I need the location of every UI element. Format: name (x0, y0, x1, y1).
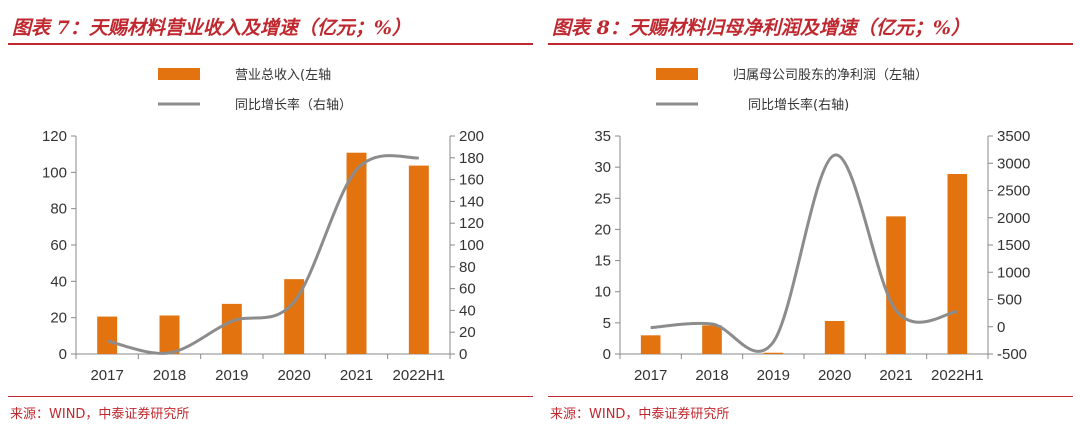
y-left-tick-label: 5 (603, 315, 611, 332)
bar-2019 (221, 303, 242, 354)
y-right-tick-label: 0 (997, 319, 1005, 336)
y-right-tick-label: 0 (459, 346, 467, 363)
x-tick-label: 2018 (695, 367, 728, 384)
x-tick-label: 2017 (90, 367, 123, 384)
x-tick-label: 2019 (215, 367, 248, 384)
y-right-tick-label: 500 (997, 292, 1022, 309)
y-left-tick-label: 25 (594, 190, 611, 207)
y-right-tick-label: 3500 (997, 128, 1030, 145)
y-right-tick-label: 120 (459, 215, 484, 232)
y-left-tick-label: 35 (594, 128, 611, 145)
y-left-tick-label: 15 (594, 253, 611, 270)
source-note: 来源：WIND，中泰证券研究所 (550, 407, 730, 422)
bar-2021 (886, 216, 906, 354)
y-left-tick-label: 0 (59, 346, 67, 363)
growth-rate-line (106, 154, 420, 355)
y-right-tick-label: 180 (459, 150, 484, 167)
y-left-tick-label: 0 (603, 346, 611, 363)
y-left-tick-label: 60 (50, 237, 67, 254)
y-right-tick-label: 200 (459, 128, 484, 145)
bar-2017 (97, 316, 118, 354)
y-right-tick-label: 20 (459, 324, 476, 341)
y-left-tick-label: 20 (594, 221, 611, 238)
bar-2018 (159, 315, 180, 354)
legend-label: 归属母公司股东的净利润（左轴） (733, 67, 928, 83)
y-right-tick-label: 1500 (997, 237, 1030, 254)
y-right-tick-label: 1000 (997, 264, 1030, 281)
growth-rate-line (650, 153, 958, 353)
x-tick-label: 2019 (757, 367, 790, 384)
y-left-tick-label: 20 (50, 310, 67, 327)
net-profit-chart: 归属母公司股东的净利润（左轴） 同比增长率(右轴) 0 5 10 15 20 25 30 35 -5… (594, 67, 1030, 384)
bar-2020 (824, 320, 845, 354)
y-right-tick-label: 60 (459, 281, 476, 298)
y-right-tick-label: 80 (459, 259, 476, 276)
x-tick-label: 2022H1 (931, 367, 984, 384)
y-left-tick-label: 100 (42, 164, 67, 181)
y-right-tick-label: 2500 (997, 183, 1030, 200)
bar-2020 (284, 279, 305, 354)
bar-2022H1 (947, 173, 968, 354)
y-right-tick-label: 140 (459, 193, 484, 210)
chart-title: 图表 7：天赐材料营业收入及增速（亿元；%） (12, 17, 411, 39)
chart-panel-revenue: 图表 7：天赐材料营业收入及增速（亿元；%） 营业总收入(左轴同比增长率（右轴）… (8, 0, 533, 430)
y-left-tick-label: 120 (42, 128, 67, 145)
y-left-tick-label: 80 (50, 201, 67, 218)
legend-label: 同比增长率（右轴） (235, 97, 352, 113)
y-right-tick-label: 100 (459, 237, 484, 254)
x-tick-label: 2022H1 (393, 367, 446, 384)
y-right-tick-label: -500 (997, 346, 1027, 363)
title-divider (8, 43, 533, 45)
chart-title: 图表 8：天赐材料归母净利润及增速（亿元；%） (552, 17, 970, 39)
source-divider (8, 396, 533, 397)
source-divider (548, 396, 1073, 397)
legend-label: 同比增长率(右轴) (748, 97, 849, 113)
y-left-tick-label: 30 (594, 159, 611, 176)
legend-bar-swatch (158, 68, 200, 80)
x-tick-label: 2020 (818, 367, 851, 384)
x-tick-label: 2017 (634, 367, 667, 384)
legend-bar-swatch (656, 68, 698, 80)
title-divider (548, 43, 1073, 45)
y-left-tick-label: 10 (594, 284, 611, 301)
y-left-tick-label: 40 (50, 273, 67, 290)
x-tick-label: 2018 (153, 367, 186, 384)
bar-2017 (640, 335, 661, 354)
bar-2019 (763, 352, 784, 354)
x-tick-label: 2021 (879, 367, 912, 384)
y-right-tick-label: 160 (459, 172, 484, 189)
y-right-tick-label: 2000 (997, 210, 1030, 227)
legend-label: 营业总收入(左轴 (235, 68, 331, 83)
source-note: 来源：WIND，中泰证券研究所 (10, 407, 190, 422)
y-right-tick-label: 40 (459, 302, 476, 319)
x-tick-label: 2021 (340, 367, 373, 384)
bar-2018 (702, 325, 722, 354)
y-right-tick-label: 3000 (997, 155, 1030, 172)
bar-2022H1 (408, 165, 429, 354)
x-tick-label: 2020 (277, 367, 310, 384)
chart-panel-net-profit: 图表 8：天赐材料归母净利润及增速（亿元；%） 归属母公司股东的净利润（左轴） 同… (548, 0, 1073, 430)
bar-2021 (346, 152, 367, 354)
